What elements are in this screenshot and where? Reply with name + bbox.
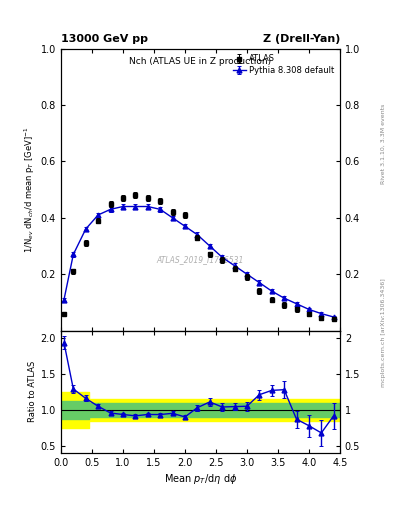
X-axis label: Mean $p_T$/d$\eta$ d$\phi$: Mean $p_T$/d$\eta$ d$\phi$ bbox=[164, 472, 237, 486]
Text: ATLAS_2019_I1736531: ATLAS_2019_I1736531 bbox=[157, 255, 244, 265]
Text: Z (Drell-Yan): Z (Drell-Yan) bbox=[263, 33, 340, 44]
Text: 13000 GeV pp: 13000 GeV pp bbox=[61, 33, 148, 44]
Y-axis label: Ratio to ATLAS: Ratio to ATLAS bbox=[28, 361, 37, 422]
Y-axis label: 1/N$_{ev}$ dN$_{ch}$/d mean p$_T$ [GeV]$^{-1}$: 1/N$_{ev}$ dN$_{ch}$/d mean p$_T$ [GeV]$… bbox=[22, 126, 37, 253]
Text: Rivet 3.1.10, 3.3M events: Rivet 3.1.10, 3.3M events bbox=[381, 103, 386, 183]
Legend: ATLAS, Pythia 8.308 default: ATLAS, Pythia 8.308 default bbox=[231, 53, 336, 77]
Text: Nch (ATLAS UE in Z production): Nch (ATLAS UE in Z production) bbox=[129, 57, 272, 66]
Text: mcplots.cern.ch [arXiv:1306.3436]: mcplots.cern.ch [arXiv:1306.3436] bbox=[381, 279, 386, 387]
